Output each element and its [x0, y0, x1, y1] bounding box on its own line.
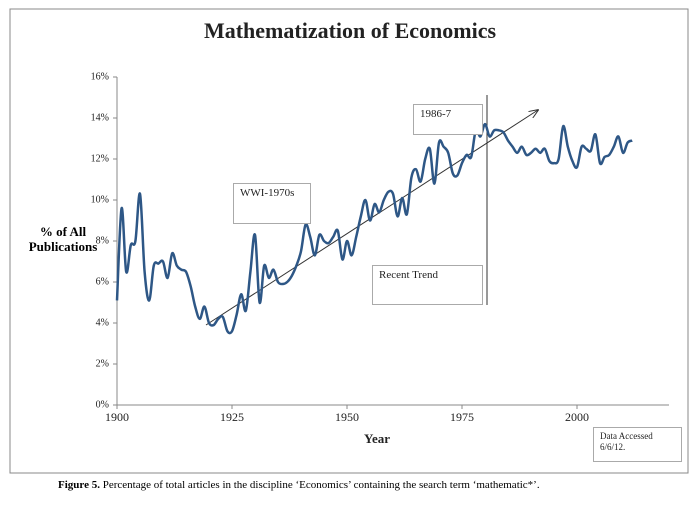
y-tick-label: 14%: [91, 112, 109, 123]
y-tick-label: 16%: [91, 71, 109, 82]
x-tick-label: 2000: [565, 410, 589, 424]
y-tick-label: 8%: [96, 235, 109, 246]
y-tick-label: 4%: [96, 317, 109, 328]
y-tick-label: 12%: [91, 153, 109, 164]
chart-title: Mathematization of Economics: [204, 18, 496, 43]
annotation: WWI-1970s: [233, 183, 311, 224]
y-axis-label: % of All Publications: [28, 224, 98, 254]
x-tick-label: 1975: [450, 410, 474, 424]
annotation: Recent Trend: [372, 265, 483, 305]
data-line: [115, 122, 633, 335]
caption-text: Percentage of total articles in the disc…: [102, 479, 540, 491]
y-tick-label: 2%: [96, 358, 109, 369]
x-axis-label: Year: [364, 431, 390, 446]
y-tick-label: 0%: [96, 399, 109, 410]
x-tick-label: 1925: [220, 410, 244, 424]
y-tick-label: 10%: [91, 194, 109, 205]
annotation: 1986-7: [413, 104, 483, 135]
x-tick-label: 1900: [105, 410, 129, 424]
caption: Figure 5. Percentage of total articles i…: [58, 479, 688, 491]
y-tick-label: 6%: [96, 276, 109, 287]
annotation: Data Accessed 6/6/12.: [593, 427, 682, 462]
caption-label: Figure 5.: [58, 479, 100, 491]
frame: [9, 8, 689, 474]
x-tick-label: 1950: [335, 410, 359, 424]
